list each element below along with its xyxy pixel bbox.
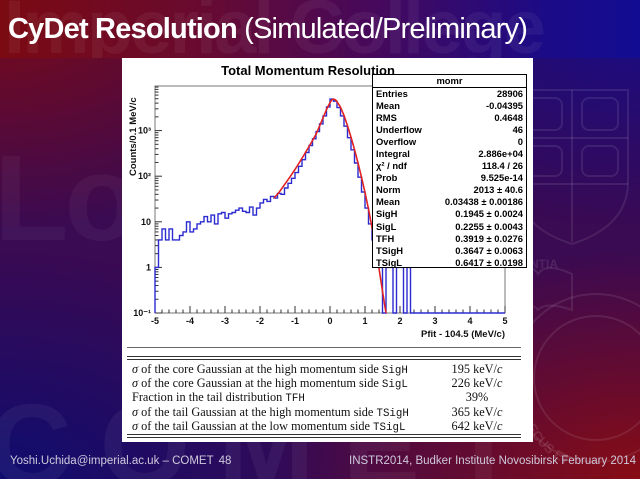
- y-tick-label: 10²: [138, 171, 151, 181]
- stats-value: 2013 ± 40.6: [473, 184, 523, 196]
- table-row-value: 642 keV/c: [451, 418, 503, 433]
- stats-row: TSigL 0.6417 ± 0.0198: [373, 257, 526, 269]
- slide-title-qualifier: (Simulated/Preliminary): [236, 13, 528, 45]
- table-row: σ of the core Gaussian at the high momen…: [127, 376, 521, 392]
- x-axis-title: Pfit - 104.5 (MeV/c): [421, 329, 505, 340]
- table-double-rule-bottom: [127, 433, 521, 438]
- stats-value: 118.4 / 26: [481, 160, 523, 172]
- stats-row: Norm 2013 ± 40.6: [373, 184, 526, 196]
- table-row-value: 39%: [465, 390, 489, 405]
- stats-value: 0.6417 ± 0.0198: [455, 256, 523, 268]
- stats-value: 46: [512, 124, 523, 136]
- x-tick-label: 5: [502, 316, 507, 326]
- stats-value: -0.04395: [485, 100, 523, 112]
- stats-value: 28906: [496, 88, 523, 99]
- stats-label: Mean: [376, 100, 400, 112]
- stats-label: SigH: [376, 208, 398, 220]
- stats-label: Norm: [376, 184, 401, 196]
- x-tick-label: -2: [256, 316, 264, 326]
- x-tick-label: 4: [467, 316, 472, 326]
- stats-value: 0.4648: [494, 112, 523, 124]
- stats-row: TFH 0.3919 ± 0.0276: [373, 233, 526, 245]
- footer-author-email: Yoshi.Uchida@imperial.ac.uk – COMET: [10, 455, 214, 467]
- stats-row: Overflow 0: [373, 136, 526, 148]
- table-row-value: 195 keV/c: [451, 362, 503, 376]
- table-row-label: σ of the core Gaussian at the high momen…: [132, 376, 408, 392]
- x-tick-label: -5: [151, 316, 159, 326]
- y-tick-label: 10³: [138, 126, 151, 136]
- x-tick-label: -3: [221, 316, 229, 326]
- stats-label: Overflow: [376, 136, 417, 148]
- table-row-label: σ of the core Gaussian at the high momen…: [132, 362, 408, 377]
- fit-stats-box: momr Entries 28906 Mean -0.04395 RMS 0.4648 Un…: [372, 74, 527, 268]
- slide-header: Imperial College CyDet Resolution (Simul…: [0, 0, 640, 58]
- stats-row: TSigH 0.3647 ± 0.0063: [373, 245, 526, 257]
- stats-label: TSigL: [376, 256, 403, 268]
- table-double-rule-top: [127, 356, 521, 360]
- y-axis-title: Counts/0.1 MeV/c: [128, 97, 139, 176]
- table-row: Fraction in the tail distribution TFH 39%: [127, 390, 521, 406]
- y-tick-label: 10: [141, 217, 151, 227]
- stats-row: Mean 0.03438 ± 0.00186: [373, 196, 526, 208]
- table-row: σ of the tail Gaussian at the low moment…: [127, 418, 521, 434]
- x-tick-label: 3: [432, 316, 437, 326]
- fit-curve: [273, 98, 387, 314]
- stats-label: RMS: [376, 112, 397, 124]
- slide-footer: Yoshi.Uchida@imperial.ac.uk – COMET 48 I…: [0, 453, 640, 473]
- x-tick-label: 0: [327, 316, 332, 326]
- table-row: σ of the core Gaussian at the high momen…: [127, 362, 521, 377]
- table-row-label: Fraction in the tail distribution TFH: [132, 390, 305, 406]
- table-top-rule: [127, 347, 521, 348]
- x-tick-label: -4: [186, 316, 194, 326]
- table-row-label: σ of the tail Gaussian at the high momen…: [132, 404, 409, 420]
- stats-row: RMS 0.4648: [373, 112, 526, 124]
- stats-value: 0.2255 ± 0.0043: [455, 220, 523, 232]
- stats-box-title: momr: [373, 75, 526, 88]
- table-row-value: 365 keV/c: [451, 404, 503, 419]
- stats-box-rows: Entries 28906 Mean -0.04395 RMS 0.4648 Underfl…: [373, 88, 526, 269]
- stats-row: Entries 28906: [373, 88, 526, 100]
- table-row-value: 226 keV/c: [451, 376, 503, 391]
- x-tick-label: 1: [362, 316, 367, 326]
- stats-label: Entries: [376, 88, 408, 99]
- footer-page-number: 48: [218, 455, 232, 467]
- stats-label: χ² / ndf: [376, 160, 407, 172]
- stats-value: 0.3647 ± 0.0063: [455, 244, 523, 256]
- stats-row: SigL 0.2255 ± 0.0043: [373, 221, 526, 233]
- stats-row: Mean -0.04395: [373, 100, 526, 112]
- stats-label: SigL: [376, 220, 397, 232]
- x-tick-label: 2: [397, 316, 402, 326]
- stats-label: Integral: [376, 148, 410, 160]
- resolution-summary-table: σ of the core Gaussian at the high momen…: [127, 347, 521, 438]
- stats-value: 9.525e-14: [480, 172, 523, 184]
- y-tick-label: 1: [146, 262, 151, 272]
- table-row: σ of the tail Gaussian at the high momen…: [127, 404, 521, 420]
- stats-row: Prob 9.525e-14: [373, 172, 526, 184]
- table-rows: σ of the core Gaussian at the high momen…: [127, 362, 521, 434]
- x-tick-label: -1: [291, 316, 299, 326]
- stats-value: 0.03438 ± 0.00186: [444, 196, 523, 208]
- stats-value: 0.1945 ± 0.0024: [455, 208, 523, 220]
- plot-panel: -5 -4 -3 -2 -1 0 1 2 3 4 5 10⁻¹ 1 10 10² 10³ Pfit - 104.…: [122, 58, 533, 442]
- footer-conference: INSTR2014, Budker Institute Novosibirsk …: [349, 455, 636, 467]
- table-row-label: σ of the tail Gaussian at the low moment…: [132, 418, 406, 434]
- stats-value: 0: [517, 136, 523, 148]
- plot-title: Total Momentum Resolution: [221, 63, 395, 78]
- stats-row: Underflow 46: [373, 124, 526, 136]
- stats-row: χ² / ndf 118.4 / 26: [373, 160, 526, 172]
- y-tick-label: 10⁻¹: [133, 308, 151, 318]
- stats-label: TSigH: [376, 244, 404, 256]
- stats-row: SigH 0.1945 ± 0.0024: [373, 208, 526, 220]
- slide-title: CyDet Resolution (Simulated/Preliminary): [8, 13, 528, 46]
- stats-label: Prob: [376, 172, 398, 184]
- stats-label: Mean: [376, 196, 400, 208]
- stats-label: TFH: [376, 232, 395, 244]
- slide-title-main: CyDet Resolution: [8, 13, 238, 45]
- stats-label: Underflow: [376, 124, 422, 136]
- stats-value: 0.3919 ± 0.0276: [455, 232, 523, 244]
- stats-value: 2.886e+04: [478, 148, 523, 160]
- stats-row: Integral 2.886e+04: [373, 148, 526, 160]
